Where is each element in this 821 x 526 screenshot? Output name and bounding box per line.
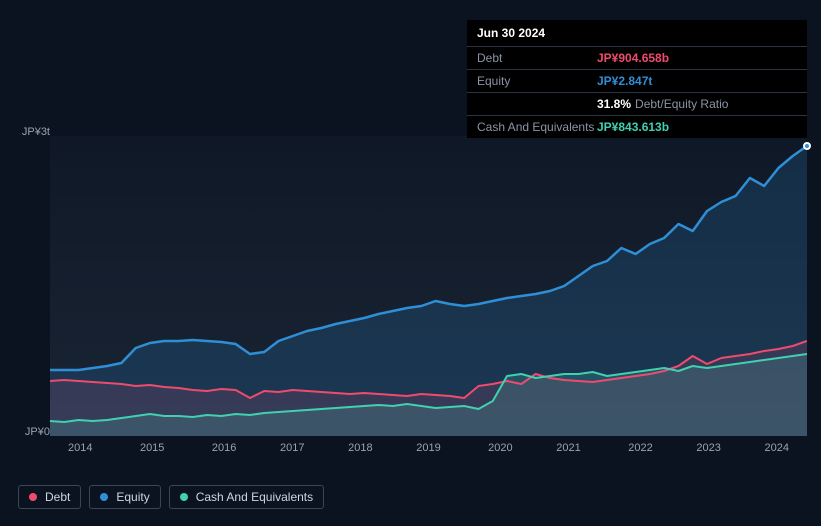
tooltip-row: DebtJP¥904.658b <box>467 47 807 70</box>
tooltip-row-value: JP¥904.658b <box>597 51 669 65</box>
legend-label: Equity <box>116 490 149 504</box>
tooltip-row: EquityJP¥2.847t <box>467 70 807 93</box>
x-tick: 2020 <box>488 442 512 454</box>
tooltip-row-label <box>477 97 597 111</box>
chart-marker <box>803 142 811 150</box>
series-fill <box>50 146 807 436</box>
x-tick: 2024 <box>764 442 788 454</box>
x-tick: 2017 <box>280 442 304 454</box>
legend-item[interactable]: Cash And Equivalents <box>169 485 324 509</box>
chart-legend: Debt Equity Cash And Equivalents <box>18 485 324 509</box>
legend-label: Debt <box>45 490 70 504</box>
x-tick: 2023 <box>696 442 720 454</box>
legend-label: Cash And Equivalents <box>196 490 313 504</box>
x-tick: 2016 <box>212 442 236 454</box>
x-tick: 2019 <box>416 442 440 454</box>
x-tick: 2015 <box>140 442 164 454</box>
legend-dot-icon <box>180 493 188 501</box>
tooltip-row-value: JP¥2.847t <box>597 74 652 88</box>
tooltip-row-label: Cash And Equivalents <box>477 120 597 134</box>
tooltip-row-suffix: Debt/Equity Ratio <box>635 97 728 111</box>
chart-svg <box>50 136 807 436</box>
tooltip-rows: DebtJP¥904.658bEquityJP¥2.847t31.8%Debt/… <box>467 47 807 138</box>
tooltip-row-value: 31.8%Debt/Equity Ratio <box>597 97 728 111</box>
legend-dot-icon <box>29 493 37 501</box>
x-tick: 2022 <box>628 442 652 454</box>
tooltip-row: Cash And EquivalentsJP¥843.613b <box>467 116 807 138</box>
x-axis-ticks: 2014 2015 2016 2017 2018 2019 2020 2021 2022 2023… <box>50 442 807 462</box>
y-axis-min-label: JP¥0 <box>16 426 50 438</box>
tooltip-row-label: Equity <box>477 74 597 88</box>
chart-tooltip: Jun 30 2024 DebtJP¥904.658bEquityJP¥2.84… <box>467 20 807 138</box>
tooltip-date: Jun 30 2024 <box>467 20 807 47</box>
y-axis-max-label: JP¥3t <box>16 126 50 138</box>
tooltip-row-value: JP¥843.613b <box>597 120 669 134</box>
legend-item[interactable]: Equity <box>89 485 160 509</box>
tooltip-row: 31.8%Debt/Equity Ratio <box>467 93 807 116</box>
x-tick: 2018 <box>348 442 372 454</box>
legend-dot-icon <box>100 493 108 501</box>
tooltip-row-label: Debt <box>477 51 597 65</box>
legend-item[interactable]: Debt <box>18 485 81 509</box>
plot-area[interactable] <box>50 136 807 436</box>
x-tick: 2014 <box>68 442 92 454</box>
x-tick: 2021 <box>556 442 580 454</box>
